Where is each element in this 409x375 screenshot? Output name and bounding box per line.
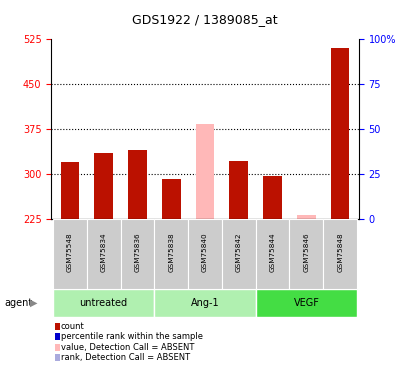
Bar [255,219,289,289]
Text: GSM75548: GSM75548 [67,233,73,273]
Text: GSM75848: GSM75848 [336,233,342,273]
Bar [195,124,214,219]
Text: GSM75836: GSM75836 [134,233,140,273]
Text: value, Detection Call = ABSENT: value, Detection Call = ABSENT [61,343,193,352]
Bar [330,48,348,219]
Bar [221,219,255,289]
Bar [255,289,356,317]
Bar [289,219,322,289]
Bar [154,289,255,317]
Bar [154,219,188,289]
Bar [120,219,154,289]
Text: untreated: untreated [79,298,127,308]
Bar [229,161,247,219]
Text: count: count [61,322,84,331]
Text: GSM75838: GSM75838 [168,233,174,273]
Bar [94,153,112,219]
Bar [53,289,154,317]
Bar [322,219,356,289]
Text: Ang-1: Ang-1 [190,298,219,308]
Bar [128,150,146,219]
Text: rank, Detection Call = ABSENT: rank, Detection Call = ABSENT [61,353,189,362]
Text: GSM75846: GSM75846 [303,233,309,273]
Text: VEGF: VEGF [293,298,319,308]
Bar [53,219,87,289]
Bar [188,219,221,289]
Text: agent: agent [4,298,32,308]
Text: percentile rank within the sample: percentile rank within the sample [61,332,202,341]
Bar [297,215,315,219]
Text: ▶: ▶ [30,298,37,308]
Text: GSM75840: GSM75840 [202,233,207,273]
Bar [61,162,79,219]
Text: GSM75834: GSM75834 [100,233,106,273]
Text: GDS1922 / 1389085_at: GDS1922 / 1389085_at [132,13,277,26]
Bar [87,219,120,289]
Text: GSM75844: GSM75844 [269,233,275,273]
Text: GSM75842: GSM75842 [235,233,241,273]
Bar [162,178,180,219]
Bar [263,176,281,219]
